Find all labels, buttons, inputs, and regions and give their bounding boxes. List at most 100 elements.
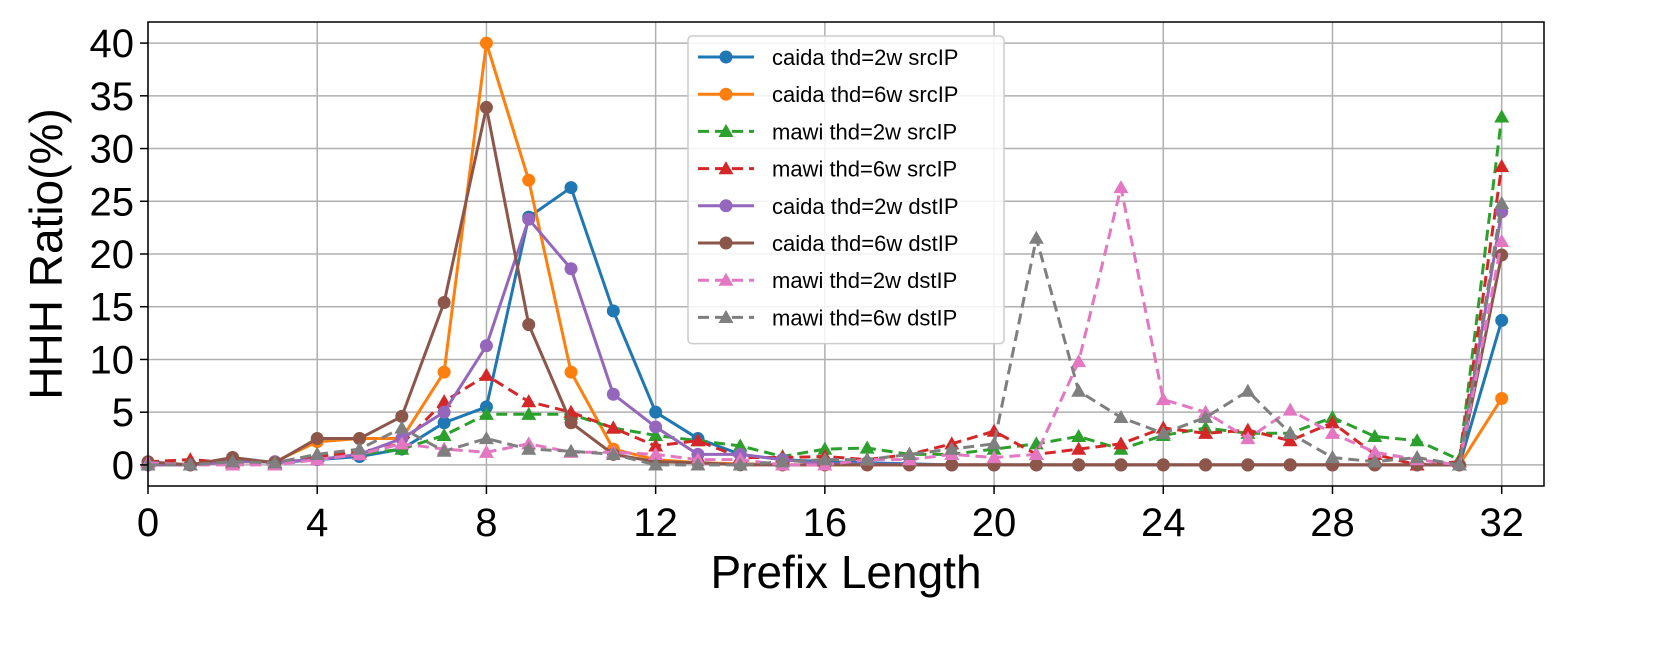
data-point [605,420,621,434]
data-point [479,100,493,114]
data-point [564,181,578,195]
data-point [986,450,1002,464]
data-point [564,365,578,379]
data-point [1409,450,1425,464]
data-point [478,431,494,445]
data-point [1494,233,1510,247]
y-axis-ticks: 0 5 10 15 20 25 30 35 40 [90,22,148,488]
data-point [353,432,367,446]
data-point [1409,433,1425,447]
y-tick-label: 10 [90,338,135,382]
data-point [1028,230,1044,244]
x-tick-label: 24 [1141,501,1186,545]
data-point [1155,392,1171,406]
legend-item: caida thd=2w srcIP [698,45,958,70]
data-point [1367,454,1383,468]
data-point [649,405,663,419]
data-point [563,443,579,457]
series-8 [140,195,1510,471]
data-point [1029,458,1043,472]
data-point [1451,457,1467,471]
data-point [522,318,536,332]
data-point [944,441,960,455]
data-point [1494,195,1510,209]
legend-marker [718,123,734,138]
legend-label: caida thd=2w srcIP [772,45,958,70]
data-point [521,441,537,455]
x-tick-label: 28 [1310,501,1355,545]
data-point [901,446,917,460]
series-line [148,203,1504,467]
legend: caida thd=2w srcIP caida thd=6w srcIP mawi… [687,35,1005,345]
legend-label: caida thd=2w dstIP [772,194,959,219]
legend-label: mawi thd=2w srcIP [772,119,957,144]
data-point [986,423,1002,437]
data-point [394,436,410,450]
legend-item: caida thd=2w dstIP [698,194,959,219]
legend-box [687,35,1005,345]
y-tick-label: 20 [90,233,135,277]
data-point [1325,415,1340,429]
data-point [986,436,1002,450]
data-point [649,420,663,434]
x-axis-title: Prefix Length [710,546,981,598]
data-point [1071,428,1087,443]
legend-label: caida thd=6w srcIP [772,82,958,107]
data-point [817,441,833,455]
data-point [479,339,493,353]
legend-marker [719,199,733,213]
legend-label: caida thd=6w dstIP [772,231,959,256]
x-tick-label: 8 [475,501,497,545]
data-point [648,427,664,441]
data-point [478,406,494,420]
data-point [1155,425,1171,439]
x-axis-ticks: 0 4 8 12 16 20 24 28 32 [137,486,1524,545]
data-point [859,452,875,466]
data-point [1113,436,1129,450]
data-point [437,365,451,379]
data-point [1283,458,1297,472]
data-point [1199,458,1213,472]
data-point [1113,409,1129,424]
data-point [1028,446,1044,460]
legend-marker [719,87,733,101]
data-point [648,438,664,452]
data-point [1282,433,1298,447]
legend-item: caida thd=6w dstIP [698,231,959,256]
x-tick-label: 32 [1479,501,1524,545]
data-point [606,304,620,318]
data-point [690,433,706,447]
data-point [309,446,325,460]
data-point [436,443,452,457]
data-point [648,446,664,460]
data-point [437,296,451,310]
data-point [732,457,748,471]
y-tick-label: 40 [90,22,135,66]
data-point [1240,431,1256,445]
legend-item: mawi thd=6w srcIP [698,157,957,182]
y-tick-label: 15 [90,286,135,330]
legend-marker [718,161,734,175]
data-point [1282,425,1298,439]
data-point [1198,425,1214,439]
legend-label: mawi thd=6w dstIP [772,305,957,330]
data-point [1072,458,1086,472]
data-point [437,405,451,419]
data-point [1114,458,1128,472]
data-point [1071,383,1087,397]
legend-item: mawi thd=2w srcIP [698,119,957,144]
data-point [478,367,494,381]
data-point [1156,458,1170,472]
data-point [859,440,875,454]
data-point [310,432,324,446]
data-point [1071,441,1087,455]
data-point [732,438,748,452]
data-point [521,394,537,408]
data-point [1325,450,1340,464]
data-point [1071,354,1087,368]
data-point [1241,458,1255,472]
data-point [437,416,451,430]
data-point [945,458,959,472]
data-point [1113,180,1129,194]
